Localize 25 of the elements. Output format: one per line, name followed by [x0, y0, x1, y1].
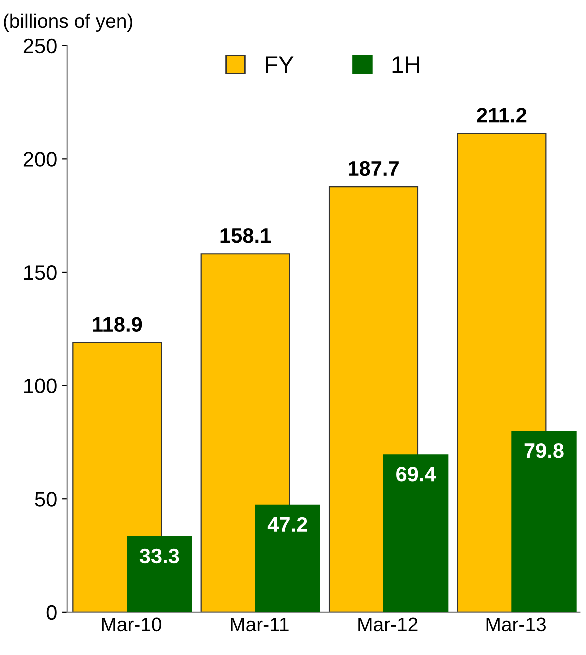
bar [512, 431, 577, 612]
y-tick-label: 150 [24, 265, 57, 280]
data-label: 33.3 [140, 548, 180, 564]
data-label: 211.2 [477, 108, 527, 123]
data-label: 79.8 [524, 443, 564, 458]
x-tick-label: Mar-10 [102, 618, 162, 632]
data-label: 47.2 [268, 517, 308, 532]
legend-label: 1H [392, 56, 420, 74]
data-label: 69.4 [396, 467, 436, 482]
bar [383, 454, 449, 612]
x-tick-label: Mar-12 [358, 618, 418, 632]
y-tick-label: 0 [46, 605, 57, 620]
y-tick-label: 50 [35, 492, 57, 507]
data-label: 118.9 [93, 317, 142, 332]
bar [255, 504, 320, 612]
y-axis-title: (billions of yen) [4, 14, 132, 32]
x-tick-label: Mar-11 [231, 618, 289, 632]
x-tick-label: Mar-13 [486, 618, 546, 632]
y-tick-label: 100 [24, 378, 57, 394]
y-tick-label: 200 [24, 152, 57, 167]
data-label: 187.7 [349, 161, 399, 176]
data-label: 158.1 [220, 228, 272, 244]
bar [127, 536, 192, 612]
legend-label: FY [266, 56, 294, 74]
y-tick-label: 250 [24, 38, 57, 54]
